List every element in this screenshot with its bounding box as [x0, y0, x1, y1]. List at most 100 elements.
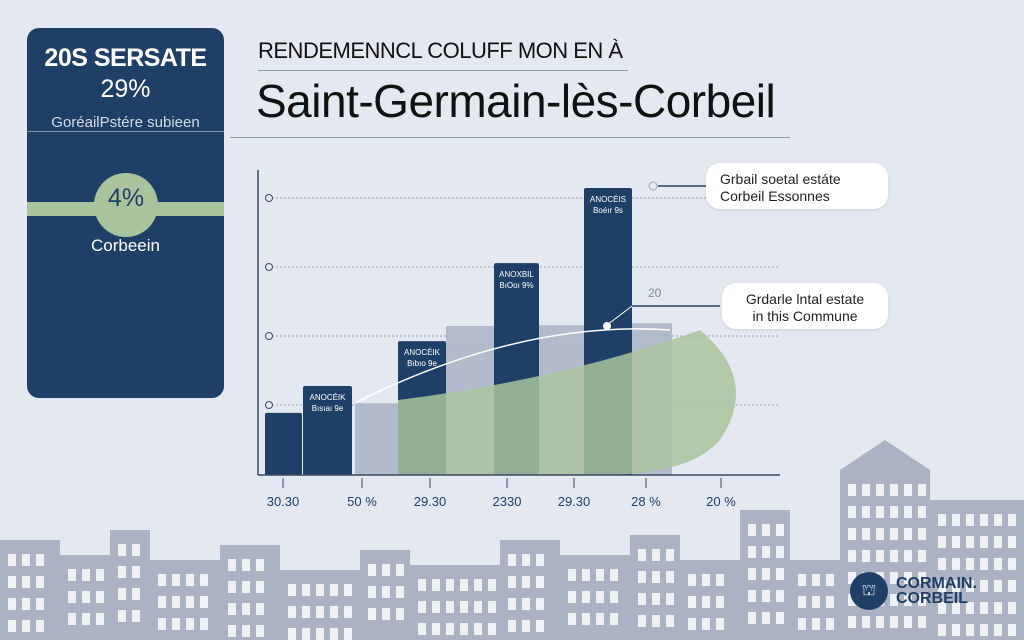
window	[172, 596, 180, 608]
window	[994, 558, 1002, 570]
gridline-marker	[265, 194, 273, 202]
window	[848, 550, 856, 562]
window	[474, 579, 482, 591]
window	[980, 514, 988, 526]
window	[228, 603, 236, 615]
window	[666, 615, 674, 627]
gray-curve	[354, 328, 671, 404]
window	[582, 591, 590, 603]
window	[980, 624, 988, 636]
window	[918, 484, 926, 496]
x-tick-label: 2330	[493, 494, 522, 509]
window	[966, 580, 974, 592]
window	[798, 574, 806, 586]
window	[22, 554, 30, 566]
window	[826, 596, 834, 608]
window	[446, 601, 454, 613]
window	[688, 596, 696, 608]
window	[848, 506, 856, 518]
window	[610, 569, 618, 581]
crest-icon: ⛫	[850, 572, 888, 610]
callout-commune: Grdarle lntal estate in this Commune	[722, 283, 888, 329]
window	[776, 612, 784, 624]
window	[172, 574, 180, 586]
window	[22, 576, 30, 588]
window	[596, 591, 604, 603]
window	[666, 593, 674, 605]
window	[776, 568, 784, 580]
window	[418, 579, 426, 591]
callout-line: Corbeil Essonnes	[720, 188, 830, 204]
window	[938, 580, 946, 592]
window	[952, 624, 960, 636]
window	[508, 576, 516, 588]
window	[418, 601, 426, 613]
window	[432, 623, 440, 635]
window	[186, 596, 194, 608]
window	[36, 598, 44, 610]
window	[918, 506, 926, 518]
window	[688, 618, 696, 630]
window	[862, 484, 870, 496]
gridline-marker	[265, 263, 273, 271]
callout-line: Grdarle lntal estate	[745, 291, 865, 307]
window	[302, 606, 310, 618]
window	[200, 574, 208, 586]
window	[952, 580, 960, 592]
window	[748, 612, 756, 624]
card-subtitle: GoréailPstére subieen	[51, 114, 200, 131]
window	[812, 596, 820, 608]
window	[748, 568, 756, 580]
window	[666, 571, 674, 583]
window	[522, 598, 530, 610]
window	[826, 574, 834, 586]
logo-line: CORMAIN.	[896, 575, 977, 592]
window	[966, 536, 974, 548]
window	[904, 506, 912, 518]
window	[980, 580, 988, 592]
window	[748, 524, 756, 536]
callout-line: Grbail soetal estáte	[720, 171, 841, 187]
window	[68, 569, 76, 581]
window	[96, 569, 104, 581]
card-badge: 4%	[94, 173, 158, 237]
window	[382, 586, 390, 598]
window	[876, 616, 884, 628]
window	[132, 544, 140, 556]
window	[762, 568, 770, 580]
window	[228, 625, 236, 637]
card-headline: 20S SERSATE	[44, 44, 207, 72]
card-city: Corbeein	[91, 236, 160, 255]
window	[68, 591, 76, 603]
window	[702, 618, 710, 630]
window	[610, 591, 618, 603]
window	[1008, 624, 1016, 636]
window	[82, 569, 90, 581]
window	[596, 569, 604, 581]
callout-regional: Grbail soetal estáte Corbeil Essonnes	[706, 163, 888, 209]
window	[460, 601, 468, 613]
window	[96, 613, 104, 625]
window	[396, 608, 404, 620]
window	[508, 620, 516, 632]
window	[890, 616, 898, 628]
window	[918, 550, 926, 562]
window	[474, 601, 482, 613]
window	[536, 598, 544, 610]
bar-label: ANOCÉIK	[309, 393, 346, 402]
logo-line: CORBEIL	[896, 590, 968, 607]
window	[242, 625, 250, 637]
window	[256, 603, 264, 615]
window	[994, 602, 1002, 614]
window	[652, 549, 660, 561]
window	[256, 559, 264, 571]
divider	[230, 137, 790, 138]
window	[862, 550, 870, 562]
window	[938, 624, 946, 636]
annotation-label: 20	[648, 286, 662, 300]
window	[904, 616, 912, 628]
window	[242, 559, 250, 571]
window	[132, 566, 140, 578]
page-title: Saint-Germain-lès-Corbeil	[256, 75, 776, 127]
